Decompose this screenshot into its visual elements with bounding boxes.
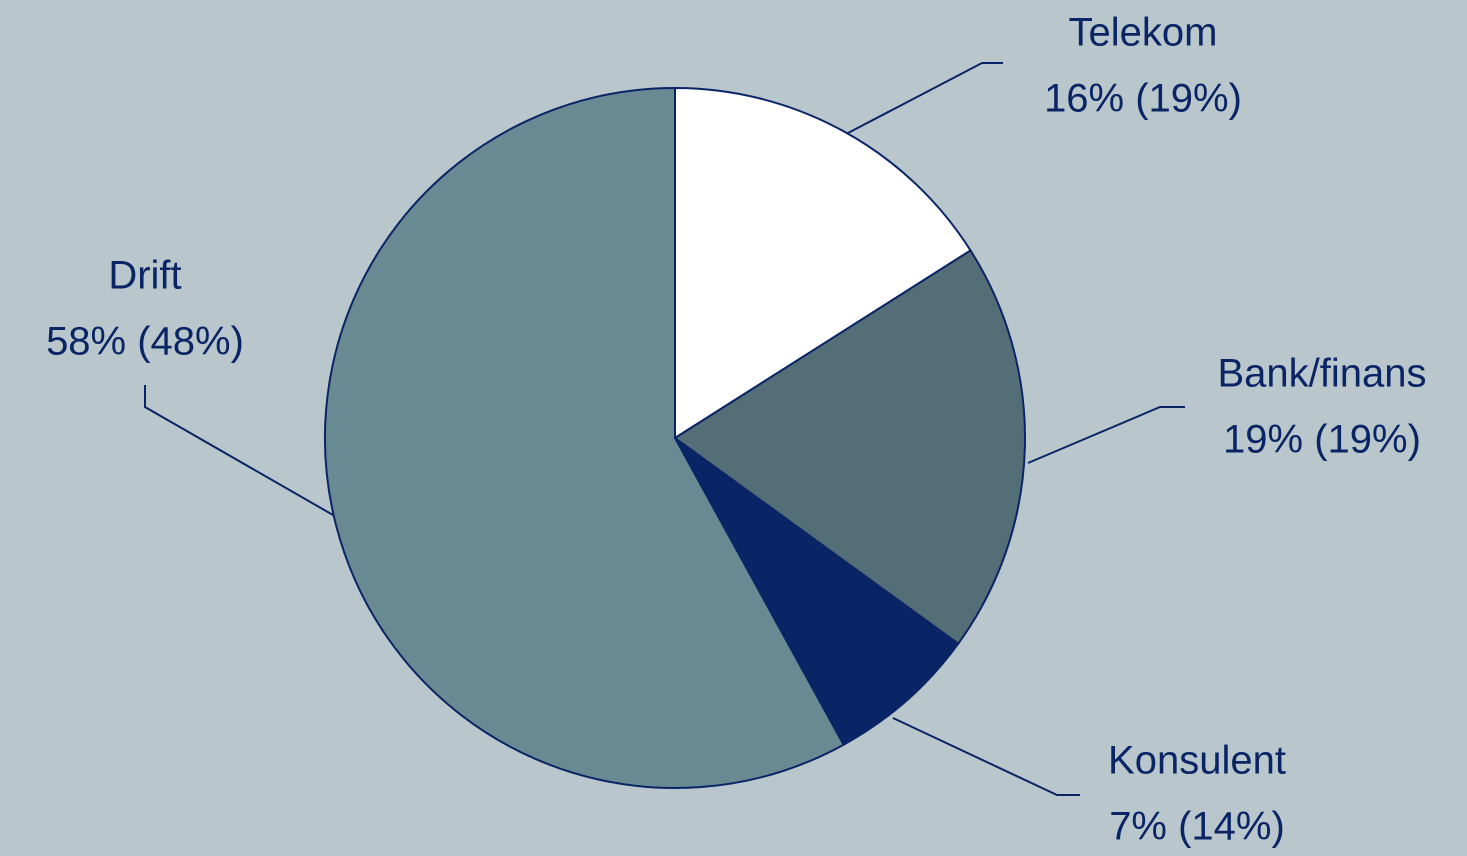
- leader-line: [847, 62, 1003, 134]
- slice-label: Drift: [108, 254, 181, 298]
- slice-label: Bank/finans: [1217, 352, 1426, 396]
- leader-line: [144, 385, 334, 516]
- pie-slice: [674, 86, 972, 440]
- leader-line: [892, 717, 1080, 796]
- value-label: 19% (19%): [1223, 418, 1421, 462]
- pie-slice: [674, 437, 960, 747]
- value-label: 7% (14%): [1109, 805, 1285, 849]
- pie-slice: [673, 249, 1026, 646]
- value-label: 16% (19%): [1044, 77, 1242, 121]
- slice-label: Konsulent: [1108, 739, 1286, 783]
- value-label: 58% (48%): [46, 320, 244, 364]
- leader-line: [1027, 406, 1185, 464]
- slice-label: Telekom: [1069, 11, 1218, 55]
- pie-slice: [324, 86, 845, 789]
